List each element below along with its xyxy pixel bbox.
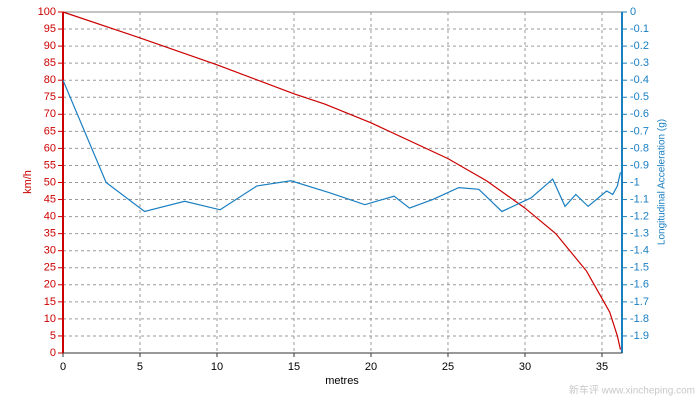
y-tick-label: 100	[38, 6, 56, 18]
y-tick-label: 70	[44, 108, 56, 120]
x-axis-label: metres	[325, 375, 359, 387]
y2-tick-label: -0.8	[630, 142, 649, 154]
y-tick-label: 60	[44, 142, 56, 154]
y-tick-label: 75	[44, 91, 56, 103]
y-tick-label: 55	[44, 159, 56, 171]
x-tick-label: 5	[137, 361, 143, 373]
y2-tick-label: -0.5	[630, 91, 649, 103]
y2-tick-label: 0	[630, 6, 636, 18]
y-axis-label: km/h	[22, 170, 34, 194]
plot-area	[62, 11, 623, 354]
x-tick-label: 0	[60, 361, 66, 373]
y-tick-label: 50	[44, 176, 56, 188]
y2-tick-label: -1	[630, 176, 640, 188]
y-tick-label: 35	[44, 228, 56, 240]
y2-tick-label: -1.1	[630, 193, 649, 205]
y2-tick-label: -1.8	[630, 313, 649, 325]
y2-tick-label: -1.2	[630, 211, 649, 223]
y-tick-label: 30	[44, 245, 56, 257]
x-tick-label: 10	[211, 361, 223, 373]
y2-tick-label: -1.9	[630, 330, 649, 342]
y2-tick-label: -1.5	[630, 262, 649, 274]
y-tick-label: 80	[44, 74, 56, 86]
x-tick-label: 20	[365, 361, 377, 373]
y-tick-label: 95	[44, 23, 56, 35]
y2-tick-label: -1.7	[630, 296, 649, 308]
y2-tick-label: -0.4	[630, 74, 649, 86]
y-tick-label: 20	[44, 279, 56, 291]
y2-tick-label: -0.9	[630, 159, 649, 171]
y-tick-label: 10	[44, 313, 56, 325]
y-tick-label: 85	[44, 57, 56, 69]
y2-tick-label: -0.2	[630, 40, 649, 52]
y2-axis-label: Longitudinal Acceleration (g)	[657, 119, 668, 245]
y2-tick-label: -0.1	[630, 23, 649, 35]
y2-tick-label: -0.3	[630, 57, 649, 69]
y-tick-label: 90	[44, 40, 56, 52]
y-tick-label: 25	[44, 262, 56, 274]
y2-tick-label: -1.4	[630, 245, 649, 257]
y-tick-label: 40	[44, 211, 56, 223]
y-tick-label: 45	[44, 193, 56, 205]
y-tick-label: 5	[50, 330, 56, 342]
y2-tick-label: -0.6	[630, 108, 649, 120]
watermark: 新车评 www.xincheping.com	[569, 384, 695, 397]
y2-tick-label: -1.3	[630, 228, 649, 240]
y2-tick-label: -1.6	[630, 279, 649, 291]
x-tick-label: 15	[288, 361, 300, 373]
line-series	[62, 79, 622, 213]
y-tick-label: 15	[44, 296, 56, 308]
y-tick-label: 65	[44, 125, 56, 137]
x-tick-label: 30	[519, 361, 531, 373]
y-tick-label: 0	[50, 347, 56, 359]
x-tick-label: 35	[596, 361, 608, 373]
x-tick-label: 25	[442, 361, 454, 373]
line-series	[62, 11, 622, 350]
y2-tick-label: -0.7	[630, 125, 649, 137]
